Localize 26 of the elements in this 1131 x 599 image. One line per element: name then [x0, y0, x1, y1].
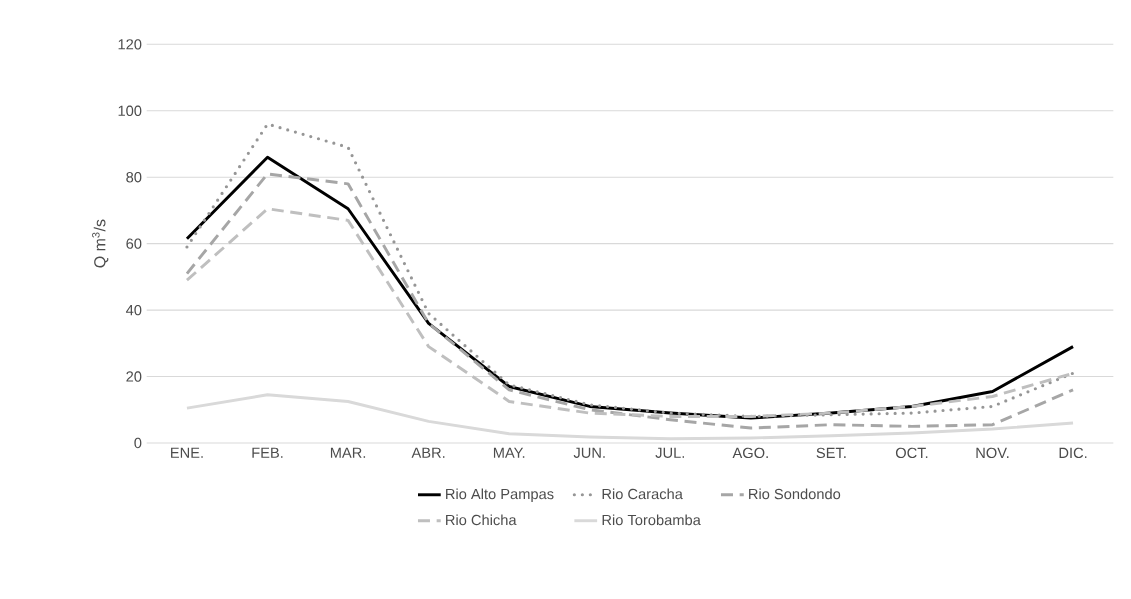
- x-tick-label: DIC.: [1059, 447, 1087, 459]
- x-tick-label: JUL.: [655, 447, 685, 458]
- x-tick-label: FEB.: [252, 447, 283, 458]
- x-tick-label: AGO.: [732, 447, 768, 459]
- x-tick-label: SET.: [816, 447, 846, 459]
- x-tick-label: NOV.: [976, 447, 1009, 459]
- y-tick-label: 20: [126, 371, 142, 382]
- legend-label: Rio Torobamba: [602, 514, 701, 526]
- y-axis-title: Q m$^{3}$/s: [92, 219, 109, 268]
- legend-label: Rio Caracha: [602, 488, 683, 500]
- y-tick-label: 80: [126, 172, 142, 183]
- x-tick-label: JUN.: [573, 447, 605, 458]
- y-tick-label: 40: [125, 304, 142, 316]
- legend-label: Rio Sondondo: [749, 488, 841, 500]
- legend-label: Rio Alto Pampas: [446, 488, 554, 503]
- x-tick-label: ABR.: [411, 447, 445, 458]
- y-tick-label: 60: [126, 238, 142, 249]
- y-tick-label: 120: [118, 39, 142, 50]
- line-series: [185, 393, 1075, 441]
- legend-label: Rio Chicha: [446, 514, 517, 526]
- y-tick-label: 100: [118, 105, 142, 116]
- y-tick-label: 0: [134, 437, 142, 449]
- x-tick-label: ENE.: [171, 447, 203, 458]
- x-tick-label: OCT.: [895, 447, 928, 459]
- x-tick-label: MAY.: [493, 447, 525, 458]
- x-tick-label: MAR.: [330, 447, 366, 458]
